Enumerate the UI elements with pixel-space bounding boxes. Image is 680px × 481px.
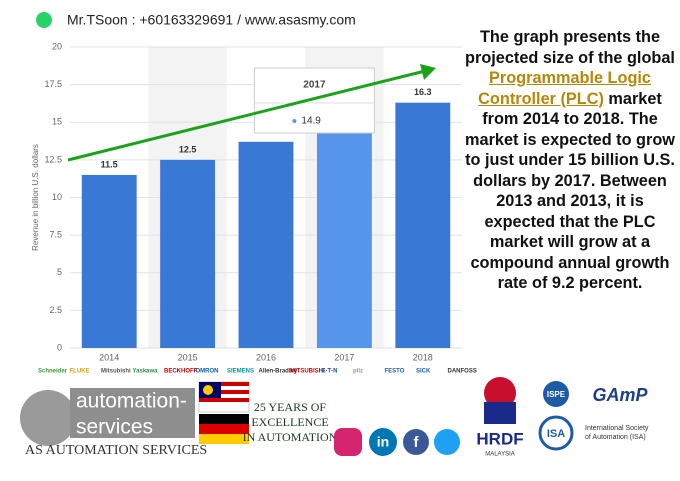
linkedin-text: in — [377, 434, 389, 450]
data-label: 11.5 — [101, 159, 118, 169]
motto-line: IN AUTOMATION — [243, 430, 338, 444]
brand-strip: Schneider FLUKE Mitsubishi Yaskawa BECKHOFFO… — [38, 369, 477, 375]
bar — [395, 102, 451, 348]
instagram-icon[interactable] — [334, 428, 362, 456]
brand: FLUKE — [70, 369, 90, 375]
brand: BECKHOFF — [164, 369, 198, 375]
x-tick-label: 2015 — [178, 352, 198, 362]
x-tick-label: 2017 — [334, 352, 354, 362]
tooltip-title: 2017 — [303, 80, 326, 91]
twitter-icon[interactable] — [434, 429, 460, 455]
brand: Mitsubishi — [101, 369, 131, 375]
flag-de — [199, 424, 249, 434]
isa-name: International Society of Automation (ISA) — [585, 425, 649, 441]
isa-name-line: of Automation (ISA) — [585, 434, 646, 441]
data-label: 16.3 — [414, 87, 432, 97]
flag-stripe — [199, 398, 249, 402]
brand: MITSUBISHI — [290, 369, 325, 375]
y-tick-label: 20 — [52, 41, 62, 51]
trend-arrowhead — [420, 64, 436, 80]
brand: SICK — [416, 369, 431, 375]
hrdf-logo-base — [484, 402, 516, 424]
brand: Allen-Bradley — [259, 369, 298, 375]
tooltip — [253, 67, 375, 134]
brand: DANFOSS — [448, 369, 477, 375]
flag-de — [199, 414, 249, 424]
brand: OMRON — [196, 369, 219, 375]
y-tick-label: 12.5 — [44, 154, 62, 164]
company-line2: services — [76, 416, 153, 439]
y-tick-label: 7.5 — [49, 230, 62, 240]
x-tick-label: 2018 — [413, 352, 433, 362]
brand: SIEMENS — [227, 369, 254, 375]
bar — [238, 141, 294, 348]
y-tick-label: 0 — [57, 342, 62, 352]
trend-arrow — [67, 69, 426, 162]
description: The graph presents the projected size of… — [462, 27, 678, 294]
tooltip-value: 14.9 — [301, 116, 321, 127]
isa-logo — [538, 415, 574, 451]
linkedin-icon[interactable] — [369, 428, 397, 456]
ispe: ISPE — [547, 390, 566, 399]
y-tick-label: 10 — [52, 192, 62, 202]
company-name: AS AUTOMATION SERVICES — [25, 443, 207, 458]
facebook-icon[interactable] — [403, 429, 429, 455]
x-tick-label: 2014 — [99, 352, 119, 362]
description-text: The graph presents the projected size of… — [465, 28, 675, 67]
description-text: market from 2014 to 2018. The market is … — [465, 89, 675, 293]
flag-stripe — [199, 390, 249, 394]
gamp: GAmP — [592, 385, 648, 405]
contact: Mr.TSoon : +60163329691 / www.asasmy.com — [67, 12, 356, 28]
flag-moon — [203, 385, 213, 395]
brand: Schneider — [38, 369, 68, 375]
tooltip-dot — [292, 119, 297, 123]
x-tick-label: 2016 — [256, 352, 276, 362]
brand: Yaskawa — [133, 369, 159, 375]
bar — [81, 174, 137, 348]
y-tick-label: 2.5 — [49, 305, 62, 315]
company-line1: automation- — [76, 390, 187, 413]
bar — [316, 123, 372, 348]
bar — [160, 159, 216, 348]
y-tick-label: 5 — [57, 267, 62, 277]
y-axis-label: Revenue in billion U.S. dollars — [31, 144, 40, 251]
flag-stripe — [199, 382, 249, 386]
y-tick-label: 15 — [52, 117, 62, 127]
ispe-logo — [543, 381, 569, 407]
flag-de — [199, 434, 249, 444]
as-logo — [20, 390, 76, 446]
isa-name-line: International Society — [585, 425, 649, 432]
facebook-text: f — [414, 434, 420, 451]
motto-line: 25 YEARS OF — [254, 400, 327, 414]
description-link[interactable]: Programmable Logic Controller (PLC) — [478, 69, 651, 108]
brand: E·T·N — [322, 369, 338, 375]
brand: pilz — [353, 369, 363, 375]
isa: ISA — [547, 428, 565, 440]
brand: FESTO — [385, 369, 405, 375]
chart: 0 2.5 5 7.5 10 12.5 15 17.5 20 Revenue in billion… — [31, 41, 462, 362]
hrdf-sub: MALAYSIA — [485, 452, 515, 458]
hrdf-logo — [484, 377, 516, 409]
as-logo-band — [70, 388, 195, 438]
motto-line: EXCELLENCE — [251, 415, 328, 429]
whatsapp-icon — [36, 12, 52, 28]
data-label: 12.5 — [179, 144, 197, 154]
hrdf: HRDF — [476, 429, 523, 448]
y-tick-label: 17.5 — [44, 79, 62, 89]
